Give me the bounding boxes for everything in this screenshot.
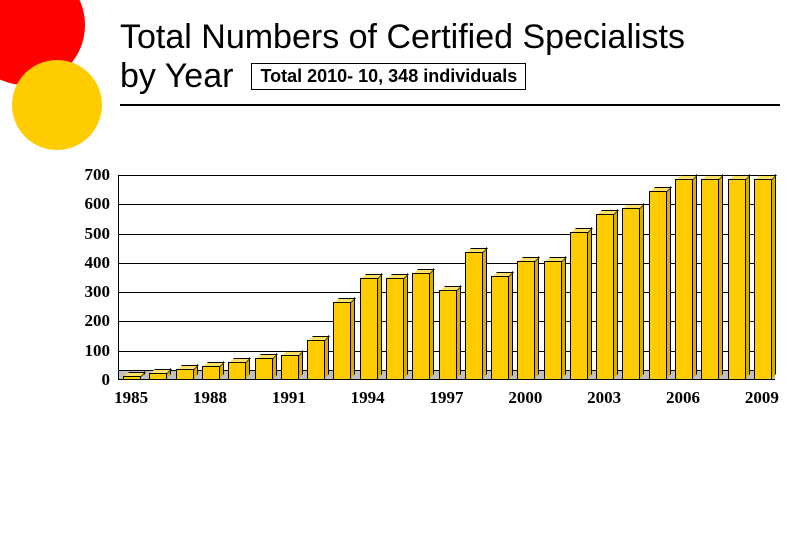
x-tick-label: 1991 — [272, 388, 306, 408]
y-tick-label: 500 — [85, 224, 111, 244]
bar-front — [570, 232, 588, 380]
bar — [596, 216, 612, 380]
y-tick-label: 100 — [85, 341, 111, 361]
bar — [412, 275, 428, 380]
bar — [360, 280, 376, 380]
bar-front — [333, 302, 351, 380]
bar-front — [202, 366, 220, 380]
bar-front — [439, 290, 457, 380]
bar-front — [491, 276, 509, 381]
bar-front — [386, 278, 404, 380]
bar-front — [149, 373, 167, 380]
bar-front — [307, 340, 325, 380]
bar — [228, 364, 244, 380]
x-tick-label: 1994 — [351, 388, 385, 408]
bar — [439, 292, 455, 380]
bars-layer — [118, 175, 775, 380]
bar — [754, 181, 770, 380]
bar — [491, 278, 507, 381]
bar — [675, 181, 691, 380]
bar — [465, 254, 481, 380]
bar — [544, 263, 560, 380]
x-tick-label: 2009 — [745, 388, 779, 408]
bar — [649, 193, 665, 380]
bar — [386, 280, 402, 380]
x-tick-label: 2000 — [508, 388, 542, 408]
x-tick-label: 1985 — [114, 388, 148, 408]
bar-front — [754, 179, 772, 380]
bar-front — [675, 179, 693, 380]
bar-front — [412, 273, 430, 380]
bar-front — [701, 179, 719, 380]
bar-front — [596, 214, 614, 380]
bar — [622, 210, 638, 380]
bar-front — [255, 358, 273, 381]
y-tick-label: 200 — [85, 311, 111, 331]
bar — [307, 342, 323, 380]
bar-front — [622, 208, 640, 380]
bar — [281, 357, 297, 380]
bar — [202, 368, 218, 380]
bar-front — [360, 278, 378, 380]
y-tick-label: 600 — [85, 194, 111, 214]
bar — [570, 234, 586, 380]
bar-front — [176, 369, 194, 380]
bar — [728, 181, 744, 380]
x-tick-label: 2006 — [666, 388, 700, 408]
title-line1: Total Numbers of Certified Specialists — [120, 18, 780, 57]
title-callout: Total 2010- 10, 348 individuals — [251, 63, 526, 90]
bar — [149, 375, 165, 380]
bar-front — [649, 191, 667, 380]
x-axis-labels: 198519881991199419972000200320062009 — [118, 384, 775, 410]
chart: 0100200300400500600700 19851988199119941… — [70, 175, 775, 410]
bar-front — [228, 362, 246, 380]
y-tick-label: 300 — [85, 282, 111, 302]
title-underline — [120, 104, 780, 106]
x-tick-label: 2003 — [587, 388, 621, 408]
bar — [123, 378, 139, 380]
bar-front — [544, 261, 562, 380]
bar-front — [517, 261, 535, 380]
y-tick-label: 400 — [85, 253, 111, 273]
bar-front — [281, 355, 299, 380]
decor-yellow-circle — [12, 60, 102, 150]
y-tick-label: 0 — [102, 370, 111, 390]
bar — [701, 181, 717, 380]
bar-front — [728, 179, 746, 380]
y-tick-label: 700 — [85, 165, 111, 185]
title-line2: by Year — [120, 57, 233, 96]
x-tick-label: 1988 — [193, 388, 227, 408]
bar — [517, 263, 533, 380]
y-axis-labels: 0100200300400500600700 — [70, 175, 114, 380]
bar-front — [123, 376, 141, 380]
bar-front — [465, 252, 483, 380]
x-tick-label: 1997 — [430, 388, 464, 408]
bar — [176, 371, 192, 380]
title-block: Total Numbers of Certified Specialists b… — [120, 18, 780, 96]
bar — [333, 304, 349, 380]
bar — [255, 360, 271, 381]
